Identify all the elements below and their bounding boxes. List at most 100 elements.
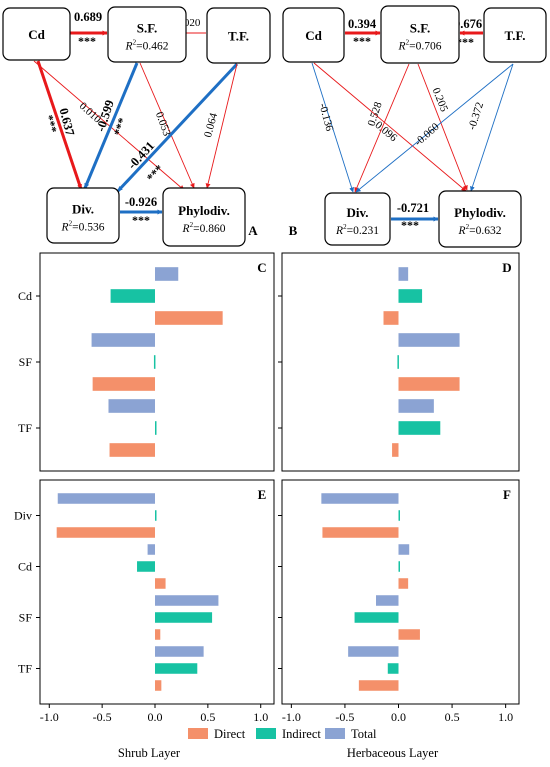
category-label: Cd [18, 560, 32, 574]
bar-direct-div [56, 527, 155, 538]
bar-total-cd [398, 544, 410, 555]
path-coefficient: -0.926 [125, 195, 157, 209]
bar-total-cd [147, 544, 155, 555]
bar-direct-tf [109, 443, 155, 457]
plot-frame [39, 252, 275, 472]
node-label: Phylodiv. [178, 203, 230, 218]
path-cd-to-div [36, 60, 83, 190]
bar-total-sf [398, 333, 460, 347]
node-phy [162, 187, 246, 247]
bar-indirect-div [398, 510, 400, 521]
path-sf-to-phy [417, 63, 468, 191]
path-sf-to-div [83, 62, 139, 189]
significance-stars: *** [132, 213, 150, 227]
bar-total-tf [108, 399, 155, 413]
panel-label: F [503, 487, 511, 502]
r-squared: R2=0.536 [61, 220, 105, 234]
x-tick-label: -1.0 [40, 710, 59, 724]
path-coefficient: 0.394 [348, 17, 377, 31]
category-label: TF [18, 662, 32, 676]
path-tf-to-div [116, 62, 239, 193]
bar-indirect-sf [397, 355, 399, 369]
effect-bar-charts: Cd SF TF C D Div Cd SF TF E -1.0 -0.5 0.0 0.5 1.0 Shrub… [14, 252, 520, 760]
node-phy [438, 190, 522, 248]
bar-indirect-cd [110, 289, 155, 303]
path-sf-to-div [354, 63, 410, 193]
bar-direct-tf [392, 443, 399, 457]
chart-d: D [278, 252, 520, 472]
bar-indirect-div [155, 510, 157, 521]
legend-label-direct: Direct [214, 727, 246, 741]
category-label: Cd [18, 289, 32, 303]
significance-stars: *** [401, 218, 419, 232]
bar-direct-sf [398, 377, 460, 391]
bar-direct-sf [398, 629, 420, 640]
x-axis-label: Shrub Layer [118, 746, 181, 760]
legend-swatch-total [325, 728, 345, 739]
path-tf-to-div [355, 63, 514, 193]
bar-indirect-sf [354, 612, 399, 623]
bar-direct-tf [155, 680, 162, 691]
bar-indirect-sf [155, 612, 213, 623]
x-tick-label: 1.0 [498, 710, 513, 724]
node-sf [107, 6, 187, 63]
node-tf [206, 7, 271, 64]
node-label: Div. [346, 205, 368, 220]
chart-e: Div Cd SF TF E -1.0 -0.5 0.0 0.5 1.0 Shrub Layer [14, 479, 275, 760]
x-tick-label: 0.0 [148, 710, 163, 724]
path-tf-to-phy [205, 63, 238, 189]
legend-label-total: Total [351, 727, 377, 741]
r-squared: R2=0.462 [125, 39, 169, 53]
category-label: Div [14, 509, 32, 523]
significance-stars: *** [78, 34, 96, 48]
path-cd-to-div [311, 62, 355, 193]
node-cd [282, 7, 345, 63]
path-coefficient: -0.136 [316, 102, 335, 133]
bar-total-cd [155, 267, 179, 281]
significance-stars: *** [456, 35, 474, 49]
bar-direct-cd [383, 311, 399, 325]
category-label: TF [18, 421, 32, 435]
bar-indirect-sf [153, 355, 156, 369]
x-tick-label: -1.0 [282, 710, 301, 724]
node-label: Cd [305, 28, 322, 43]
plot-frame [281, 479, 520, 705]
node-label: Div. [72, 202, 94, 217]
panel-label: D [502, 260, 511, 275]
legend-label-indirect: Indirect [282, 727, 321, 741]
bar-total-sf [376, 595, 399, 606]
node-div [46, 187, 120, 244]
bar-direct-cd [155, 311, 223, 325]
path-tf-to-phy [470, 63, 514, 192]
bar-total-tf [398, 399, 434, 413]
bar-direct-sf [92, 377, 155, 391]
bar-total-div [321, 493, 399, 504]
x-tick-label: 0.0 [391, 710, 406, 724]
node-label: T.F. [228, 29, 249, 44]
bar-direct-cd [155, 578, 166, 589]
chart-c: Cd SF TF C [18, 252, 275, 472]
bar-indirect-tf [387, 663, 399, 674]
bar-direct-tf [358, 680, 399, 691]
node-label: S.F. [410, 21, 430, 36]
path-diagram-b: 0.394***0.676***-0.136 0.0960.5280.205-0.… [282, 5, 547, 248]
significance-stars: *** [353, 34, 371, 48]
significance-stars: *** [42, 113, 60, 134]
path-cd-to-phy [33, 60, 185, 191]
path-coefficient: 0.205 [430, 86, 451, 114]
bar-direct-div [322, 527, 399, 538]
panel-label: C [257, 260, 266, 275]
r-squared: R2=0.860 [182, 221, 226, 235]
significance-stars: *** [111, 116, 130, 137]
r-squared: R2=0.231 [335, 223, 379, 237]
significance-stars: *** [144, 162, 167, 185]
bar-total-tf [348, 646, 399, 657]
panel-label: A [248, 223, 258, 238]
panel-label: E [258, 487, 267, 502]
path-coefficient: -0.372 [466, 101, 486, 132]
x-tick-label: 1.0 [253, 710, 268, 724]
node-label: S.F. [137, 21, 157, 36]
node-div [324, 192, 391, 246]
bar-indirect-tf [155, 421, 157, 435]
